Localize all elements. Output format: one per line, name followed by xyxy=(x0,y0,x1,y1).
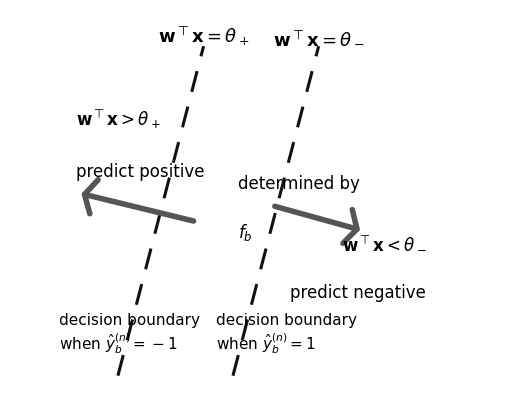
Text: determined by: determined by xyxy=(237,175,359,193)
Text: decision boundary
when $\hat{y}_b^{(n)} = -1$: decision boundary when $\hat{y}_b^{(n)} … xyxy=(59,312,200,356)
Text: predict positive: predict positive xyxy=(76,162,205,181)
Text: $\mathbf{w}^{\top}\mathbf{x} > \theta_+$: $\mathbf{w}^{\top}\mathbf{x} > \theta_+$ xyxy=(76,109,161,132)
Text: predict negative: predict negative xyxy=(290,284,426,302)
Text: $\mathbf{w}^{\top}\mathbf{x} < \theta_-$: $\mathbf{w}^{\top}\mathbf{x} < \theta_-$ xyxy=(341,236,426,254)
Text: $\mathbf{w}^{\top}\mathbf{x} = \theta_+$: $\mathbf{w}^{\top}\mathbf{x} = \theta_+$ xyxy=(157,25,249,48)
Text: decision boundary
when $\hat{y}_b^{(n)} = 1$: decision boundary when $\hat{y}_b^{(n)} … xyxy=(215,312,356,356)
Text: $f_b$: $f_b$ xyxy=(237,222,252,243)
Text: $\mathbf{w}^{\top}\mathbf{x} = \theta_-$: $\mathbf{w}^{\top}\mathbf{x} = \theta_-$ xyxy=(272,30,364,48)
